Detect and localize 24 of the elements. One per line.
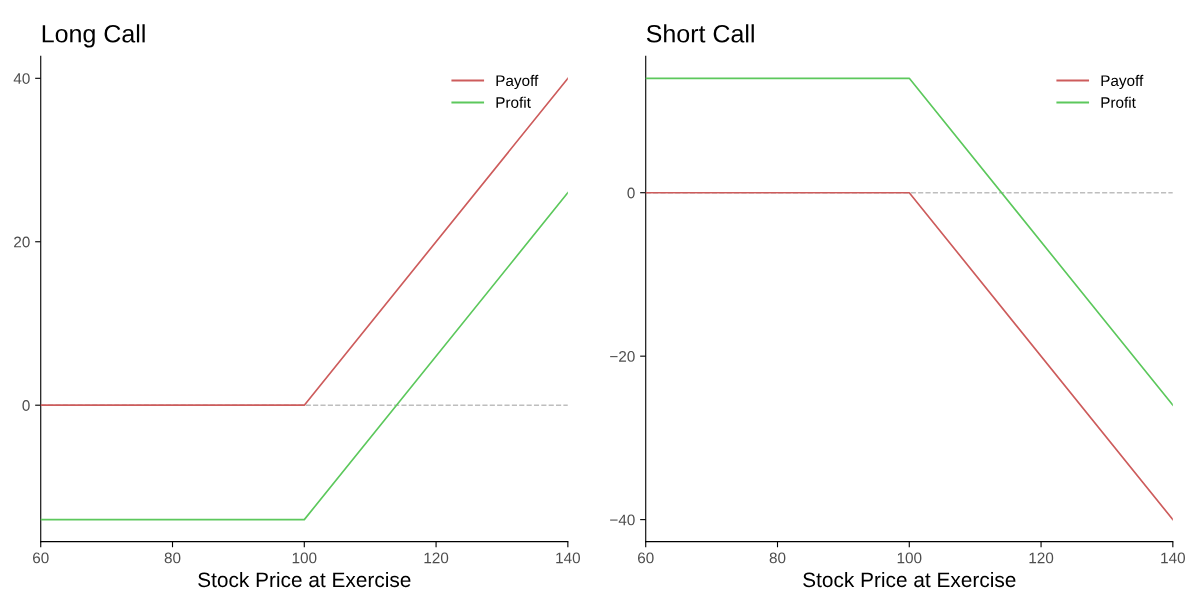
y-tick-label: 20	[14, 236, 30, 248]
x-tick-label: 100	[897, 552, 922, 564]
y-tick-label: 40	[13, 73, 30, 84]
x-tick-label: 100	[292, 552, 317, 564]
x-tick-label: 60	[33, 552, 49, 564]
y-tick-label: 0	[627, 187, 635, 199]
y-tick-label: 0	[22, 400, 30, 411]
legend-label: Profit	[1101, 96, 1136, 108]
chart-title: Long Call	[42, 24, 145, 48]
legend-label: Profit	[496, 96, 531, 108]
x-tick-label: 140	[1161, 552, 1185, 564]
x-tick-label: 120	[1029, 552, 1054, 564]
y-tick-label: −40	[610, 514, 635, 526]
x-tick-label: 80	[769, 552, 786, 564]
x-tick-label: 120	[424, 552, 449, 564]
x-tick-label: 80	[164, 552, 181, 564]
x-tick-label: 60	[638, 552, 654, 564]
x-tick-label: 140	[556, 552, 580, 564]
x-axis-title: Stock Price at Exercise	[803, 571, 1016, 588]
x-axis-title: Stock Price at Exercise	[198, 571, 411, 588]
legend-label: Payoff	[1101, 74, 1144, 90]
y-tick-label: −20	[610, 351, 635, 362]
chart-title: Short Call	[646, 24, 754, 43]
legend-label: Payoff	[496, 74, 539, 90]
